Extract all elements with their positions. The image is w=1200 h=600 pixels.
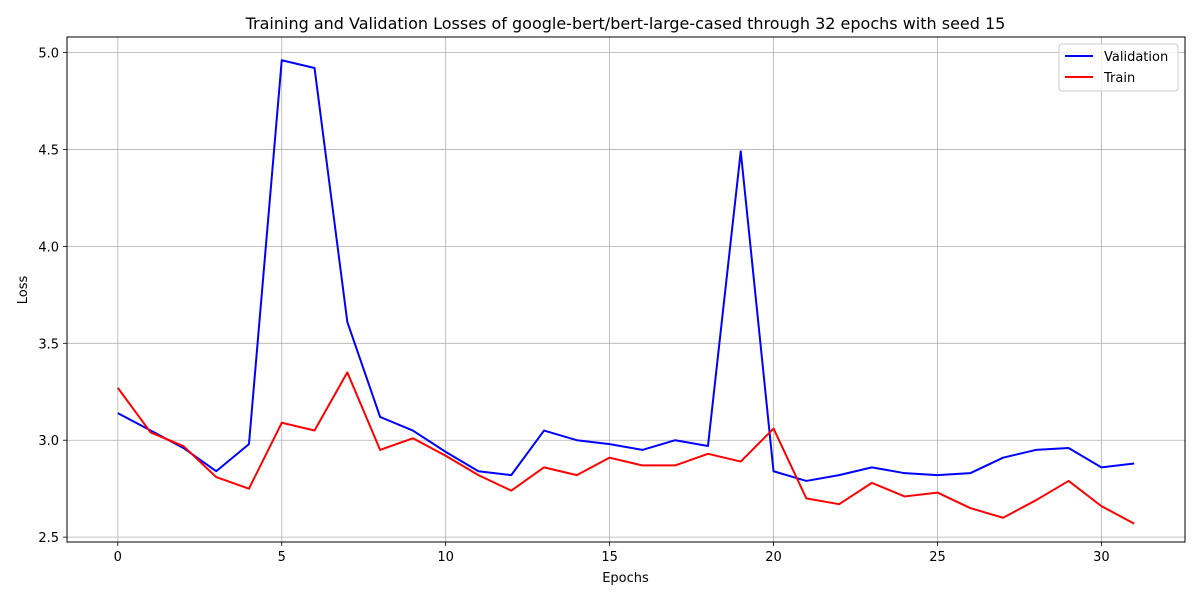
plot-frame — [66, 36, 1186, 543]
y-tick-label: 3.5 — [38, 337, 59, 352]
legend: Validation Train — [1058, 43, 1179, 92]
legend-label-validation: Validation — [1104, 50, 1168, 65]
y-axis-title: Loss — [16, 276, 31, 305]
series-lines — [117, 59, 1135, 525]
series-line-train — [117, 371, 1135, 525]
x-tick-label: 30 — [1093, 550, 1110, 565]
chart-title: Training and Validation Losses of google… — [245, 14, 1006, 33]
y-tick-label: 4.5 — [38, 143, 59, 158]
y-tick-label: 3.0 — [38, 434, 59, 449]
x-tick-label: 25 — [929, 550, 946, 565]
x-tick-label: 10 — [437, 550, 454, 565]
x-axis-title: Epochs — [602, 571, 649, 586]
y-tick-label: 4.0 — [38, 240, 59, 255]
x-tick-label: 0 — [114, 550, 122, 565]
legend-label-train: Train — [1103, 71, 1135, 86]
series-line-validation — [117, 59, 1135, 482]
y-tick-label: 5.0 — [38, 47, 59, 62]
x-tick-label: 20 — [765, 550, 782, 565]
x-tick-label: 5 — [278, 550, 286, 565]
x-tick-label: 15 — [601, 550, 618, 565]
grid — [67, 37, 1185, 542]
y-tick-label: 2.5 — [38, 531, 59, 546]
axis-ticks: 0 5 10 15 20 25 30 2.5 3.0 3.5 4.0 4.5 5.0 — [38, 47, 1109, 565]
